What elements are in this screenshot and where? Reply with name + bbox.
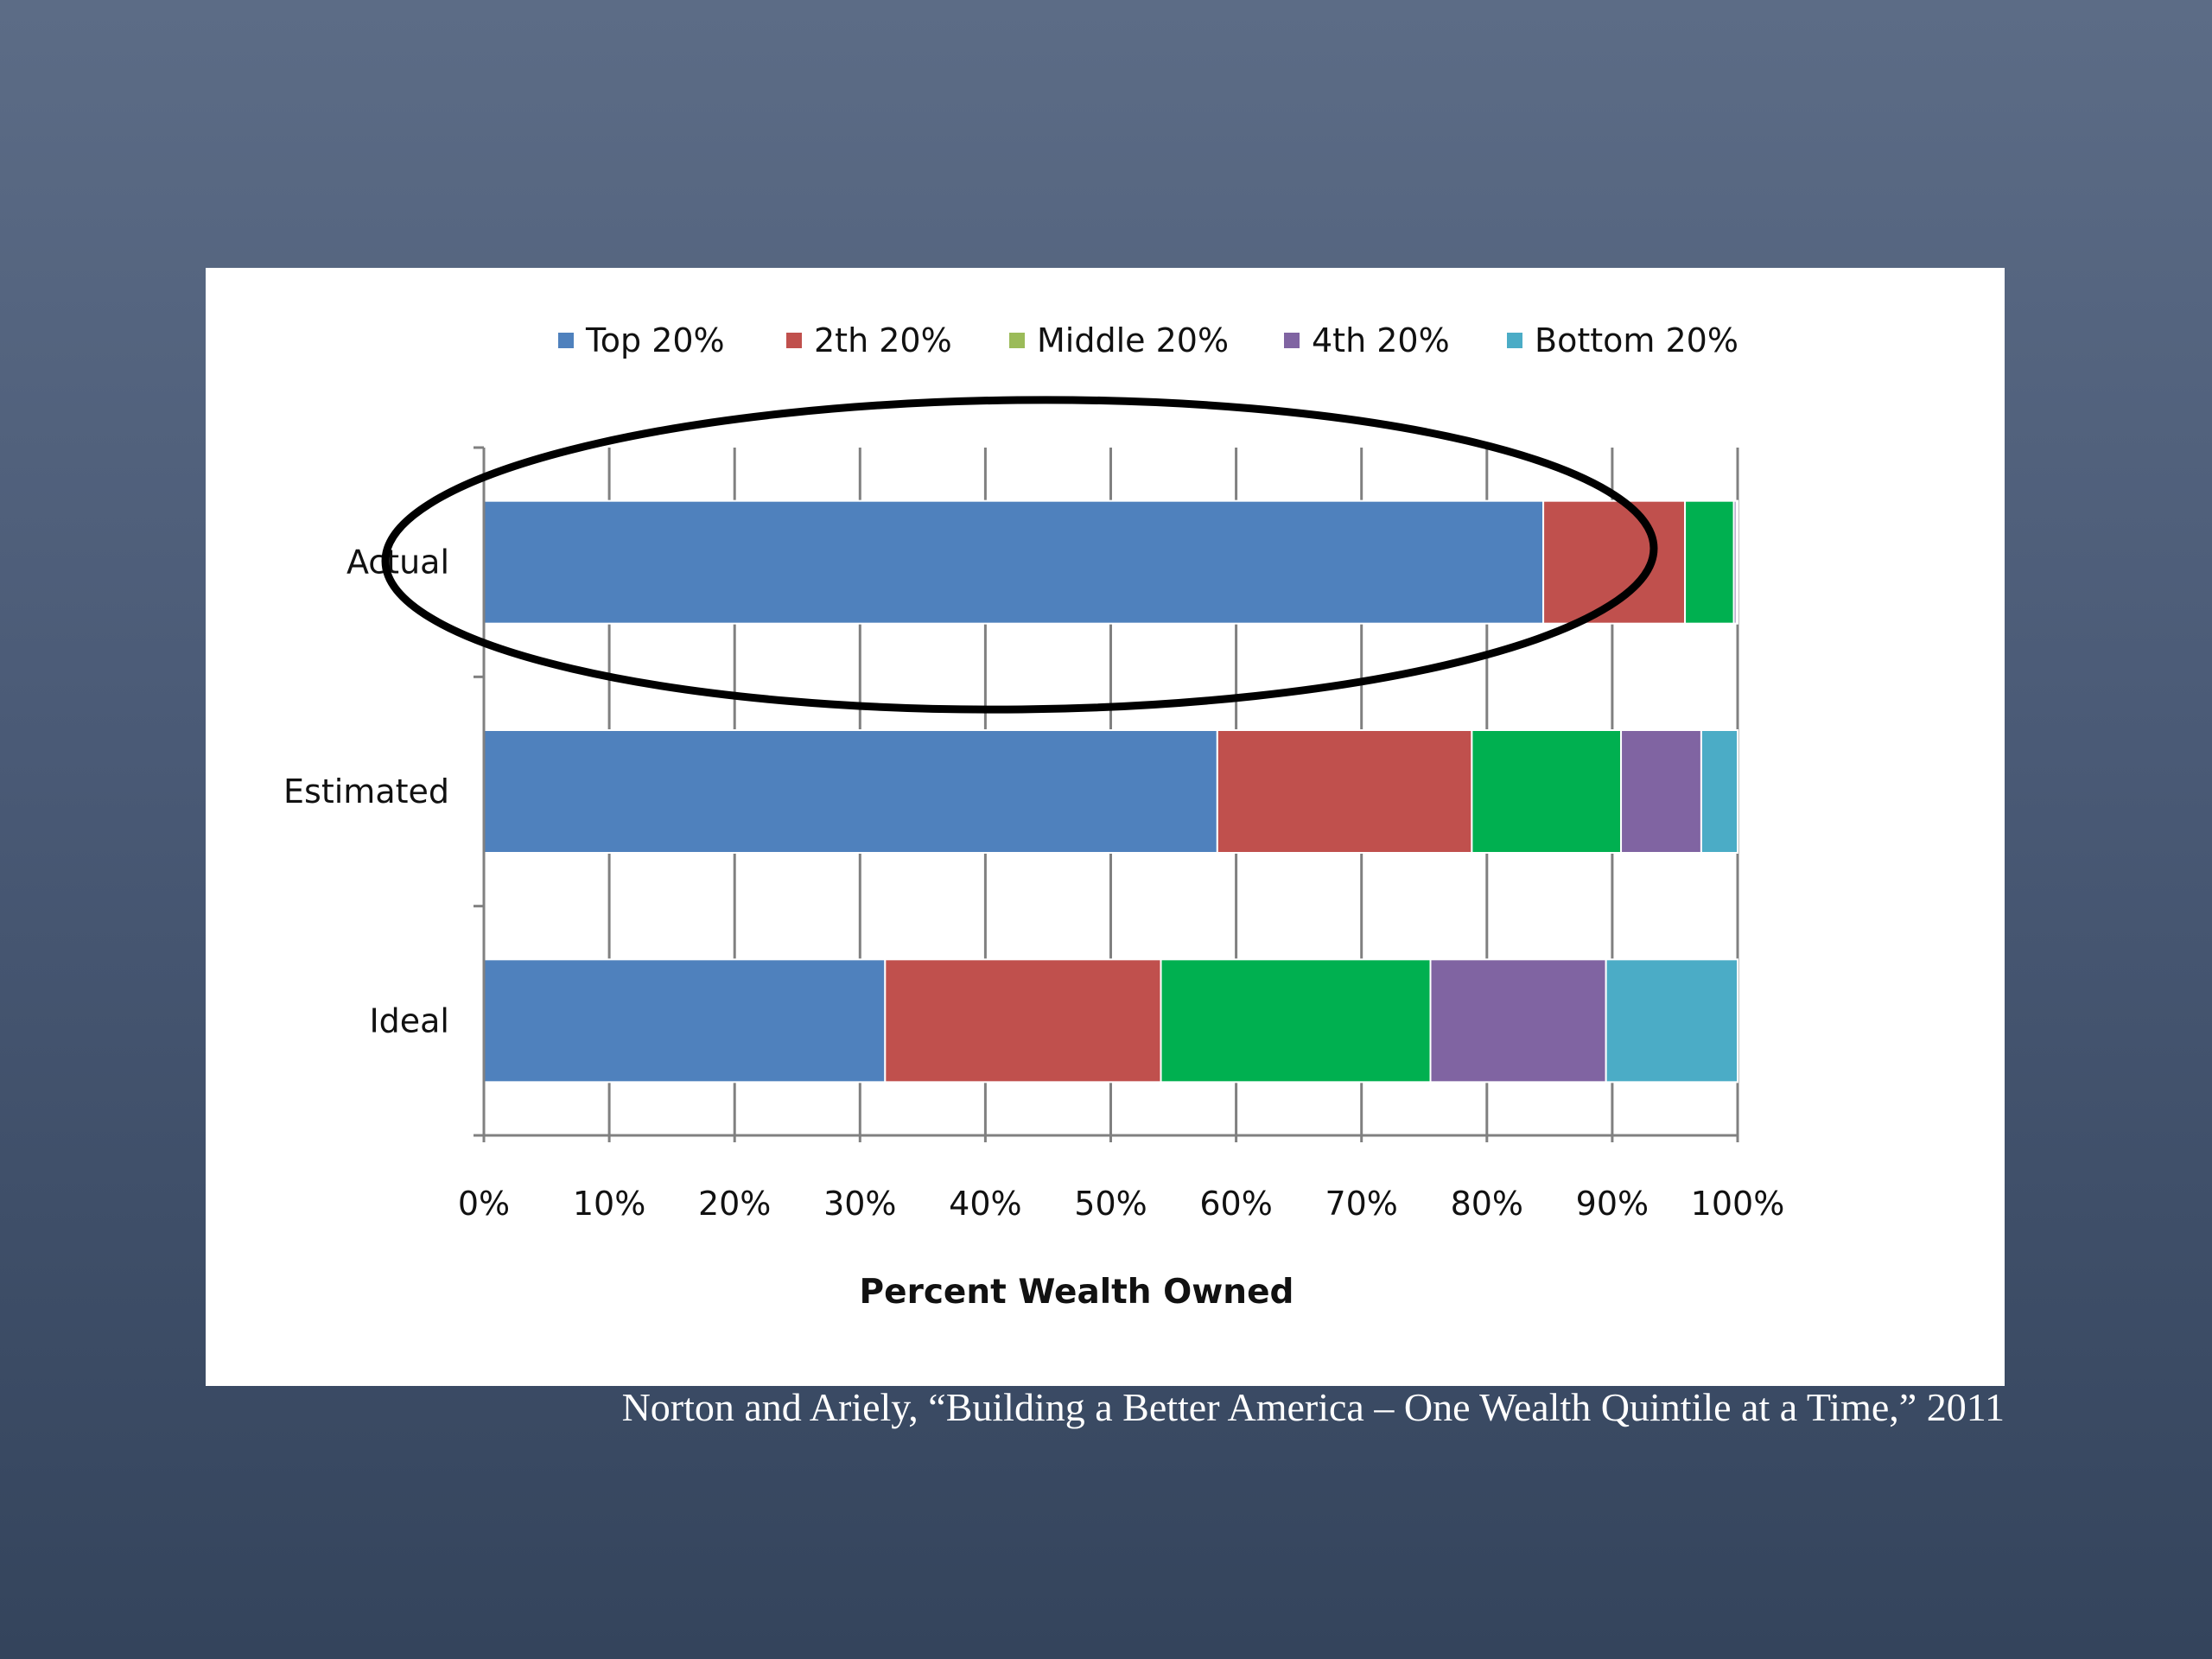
legend-label: Bottom 20% — [1535, 321, 1738, 359]
legend-label: 2th 20% — [814, 321, 952, 359]
x-tick-label: 20% — [698, 1185, 771, 1223]
x-tick-labels: 0% 10% 20% 30% 40% 50% 60% 70% 80% 90% 100% — [458, 1185, 1784, 1223]
x-tick-label: 100% — [1691, 1185, 1785, 1223]
x-tick-label: 80% — [1451, 1185, 1523, 1223]
legend-label: Top 20% — [585, 321, 725, 359]
x-tick-label: 40% — [949, 1185, 1021, 1223]
category-label: Actual — [346, 543, 449, 582]
bars — [483, 499, 1739, 1084]
category-labels: Actual Estimated Ideal — [283, 543, 449, 1040]
legend-swatch — [558, 333, 574, 348]
x-axis-title: Percent Wealth Owned — [860, 1273, 1294, 1312]
bar-segment — [1735, 499, 1738, 625]
x-tick-label: 70% — [1325, 1185, 1397, 1223]
bar-segment — [1429, 958, 1607, 1084]
bar-segment — [483, 958, 887, 1084]
bar-segment — [1160, 958, 1432, 1084]
legend-swatch — [1507, 333, 1522, 348]
bar-segment — [1700, 729, 1739, 854]
bar-segment — [1620, 729, 1702, 854]
bar-segment — [483, 729, 1218, 854]
x-tick-label: 50% — [1074, 1185, 1147, 1223]
legend: Top 20% 2th 20% Middle 20% 4th 20% Bottom 20… — [558, 321, 1738, 359]
legend-swatch — [786, 333, 802, 348]
x-tick-label: 60% — [1199, 1185, 1272, 1223]
chart-panel: 0% 10% 20% 30% 40% 50% 60% 70% 80% 90% 100% Actual… — [206, 268, 2005, 1386]
bar-segment — [1605, 958, 1739, 1084]
category-label: Ideal — [369, 1001, 449, 1039]
x-tick-label: 10% — [573, 1185, 645, 1223]
wealth-distribution-chart: 0% 10% 20% 30% 40% 50% 60% 70% 80% 90% 100% Actual… — [283, 321, 1784, 1312]
bar-segment — [483, 499, 1545, 625]
bar-segment — [884, 958, 1162, 1084]
legend-swatch — [1009, 333, 1025, 348]
x-tick-label: 30% — [823, 1185, 896, 1223]
bar-segment — [1684, 499, 1735, 625]
legend-swatch — [1284, 333, 1300, 348]
bar-segment — [1216, 729, 1473, 854]
x-tick-label: 90% — [1576, 1185, 1649, 1223]
x-tick-label: 0% — [458, 1185, 510, 1223]
highlight-ellipse — [381, 396, 1658, 714]
category-label: Estimated — [283, 772, 449, 810]
bar-segment — [1471, 729, 1623, 854]
legend-label: 4th 20% — [1312, 321, 1450, 359]
axes — [474, 446, 1738, 1137]
citation: Norton and Ariely, “Building a Better Am… — [621, 1385, 2005, 1429]
legend-label: Middle 20% — [1037, 321, 1229, 359]
